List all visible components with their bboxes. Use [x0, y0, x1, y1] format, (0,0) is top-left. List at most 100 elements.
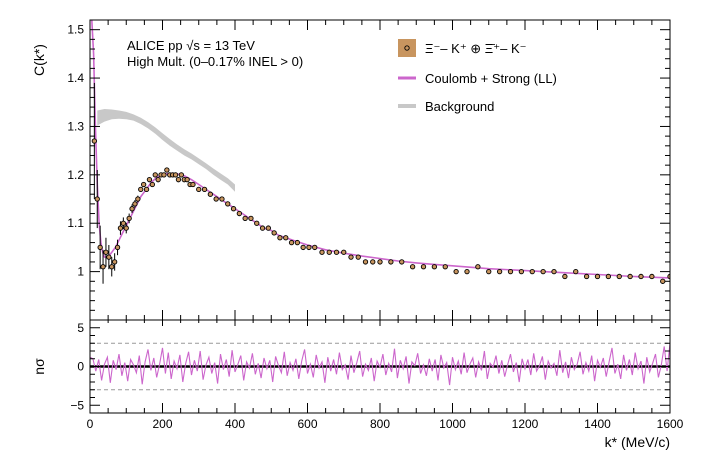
ratio-ytick-label: −5: [70, 398, 84, 412]
data-point: [149, 181, 156, 188]
main-ytick-label: 1.1: [67, 216, 84, 230]
main-ytick-label: 1.2: [67, 168, 84, 182]
data-point: [161, 172, 167, 178]
main-plot-area: [91, 20, 670, 284]
data-point: [152, 172, 158, 178]
data-point: [123, 225, 129, 231]
main-ylabel: C(k*): [31, 44, 47, 76]
data-point: [341, 249, 347, 255]
data-point: [370, 259, 376, 265]
data-point: [213, 196, 219, 202]
data-point: [265, 225, 271, 231]
data-point: [377, 259, 383, 265]
data-point: [594, 273, 601, 280]
data-point: [135, 196, 141, 202]
data-point: [649, 273, 655, 280]
ratio-xlabel: k* (MeV/c): [605, 434, 670, 450]
data-point: [638, 273, 644, 280]
data-point: [486, 268, 492, 275]
main-ytick-label: 1.4: [67, 71, 84, 85]
main-ytick-label: 1: [77, 265, 84, 279]
data-point: [529, 268, 535, 275]
data-point: [540, 268, 546, 275]
background-band: [97, 109, 235, 192]
ratio-plot-area: [90, 342, 670, 391]
data-point: [409, 264, 416, 270]
data-point: [355, 254, 361, 260]
data-point: [362, 259, 369, 265]
data-point: [660, 278, 666, 284]
data-point: [175, 177, 182, 183]
data-point: [138, 186, 144, 193]
legend-label-data: Ξ⁻– K⁺ ⊕ Ξ̄⁺– K⁻: [425, 41, 527, 56]
annotation-collision-system: ALICE pp √s = 13 TeV: [127, 38, 255, 53]
data-point: [190, 181, 196, 188]
data-point: [518, 268, 525, 275]
data-point: [129, 206, 135, 212]
ratio-xtick-label: 200: [152, 417, 172, 431]
data-point: [453, 268, 459, 275]
main-ytick-label: 1.5: [67, 23, 84, 37]
data-point: [348, 254, 354, 260]
data-point: [605, 273, 612, 280]
data-point: [94, 196, 100, 202]
data-point: [236, 210, 243, 217]
data-point: [551, 268, 557, 275]
data-point: [242, 215, 248, 222]
data-point: [277, 235, 283, 241]
data-point: [627, 273, 633, 280]
data-point: [259, 225, 266, 231]
ratio-xtick-label: 1600: [657, 417, 684, 431]
data-point: [306, 244, 312, 251]
data-point: [126, 215, 132, 222]
data-point: [172, 172, 179, 178]
main-ytick-label: 1.3: [67, 119, 84, 133]
data-point: [106, 254, 112, 260]
ratio-ylabel: nσ: [31, 358, 47, 375]
annotation-multiplicity: High Mult. (0–0.17% INEL > 0): [127, 54, 303, 69]
data-point: [271, 230, 277, 236]
ratio-ytick-label: 5: [77, 321, 84, 335]
ratio-xtick-label: 400: [225, 417, 245, 431]
data-point: [230, 206, 237, 212]
data-point: [91, 138, 98, 144]
data-point: [117, 225, 124, 231]
data-point: [164, 167, 170, 173]
ratio-nsigma-line: [90, 343, 670, 386]
data-point: [616, 273, 622, 280]
data-point: [507, 268, 514, 275]
legend-label-model: Coulomb + Strong (LL): [425, 71, 557, 86]
data-point: [143, 186, 150, 193]
data-point: [225, 201, 231, 207]
data-point: [112, 259, 118, 265]
data-point: [155, 177, 161, 183]
ratio-ytick-label: 0: [77, 360, 84, 374]
data-point: [178, 172, 185, 178]
ratio-xtick-label: 1400: [584, 417, 611, 431]
data-point: [562, 273, 568, 280]
main-panel: 1 1.1 1.2 1.3 1.4 1.5 C(k*) ALICE pp √s = 13 Te…: [31, 19, 671, 321]
data-point: [109, 264, 115, 270]
data-point: [312, 244, 318, 251]
data-point: [464, 268, 470, 275]
legend-label-background: Background: [425, 99, 494, 114]
data-point: [207, 191, 214, 197]
data-point: [283, 235, 289, 241]
data-point: [583, 273, 590, 280]
data-point: [219, 196, 225, 202]
data-point: [319, 249, 325, 255]
data-point: [100, 264, 106, 270]
ratio-xtick-label: 600: [297, 417, 317, 431]
ratio-xtick-label: 0: [87, 417, 94, 431]
data-point: [97, 244, 103, 251]
data-point: [294, 239, 300, 246]
data-point: [140, 181, 147, 188]
data-point: [184, 177, 190, 183]
legend-marker-data-point: [404, 45, 410, 51]
data-point: [103, 249, 109, 255]
data-point: [201, 186, 208, 193]
data-point: [431, 264, 438, 270]
data-point: [475, 264, 481, 270]
data-point: [333, 249, 340, 255]
